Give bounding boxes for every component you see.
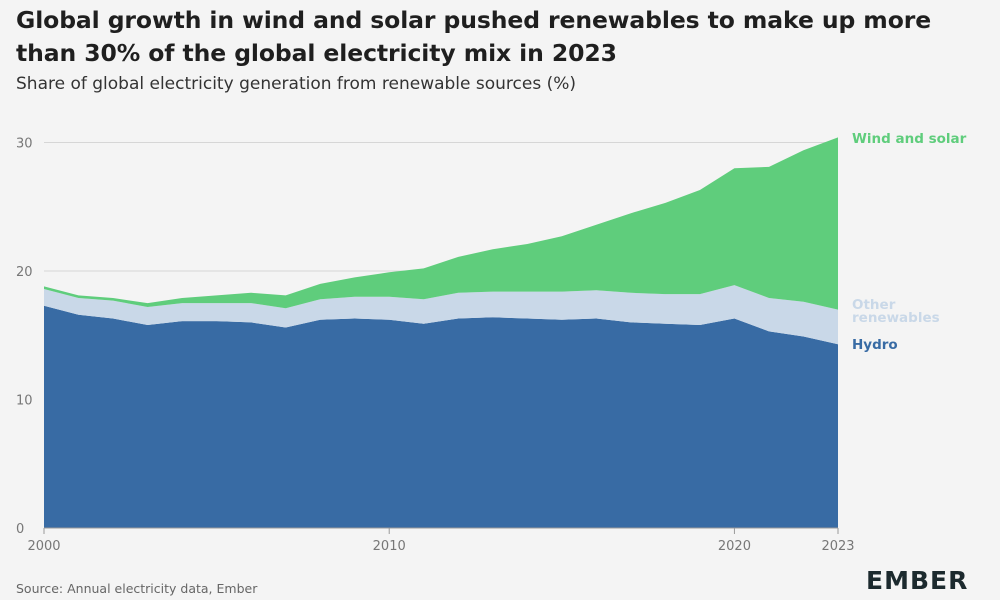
area-wind-and-solar xyxy=(44,137,838,310)
x-tick-label: 2000 xyxy=(27,539,60,554)
series-label-hydro: Hydro xyxy=(852,337,898,353)
source-note: Source: Annual electricity data, Ember xyxy=(16,581,258,596)
axes: 0 10 20 30 2000 2010 2020 2023 xyxy=(16,137,855,555)
chart-subtitle: Share of global electricity generation f… xyxy=(16,74,577,94)
x-tick-label: 2010 xyxy=(373,539,406,554)
chart-title: Global growth in wind and solar pushed r… xyxy=(16,6,932,67)
series-label-renewables: renewables xyxy=(852,310,940,326)
x-tick-label: 2023 xyxy=(821,539,854,554)
y-tick-label: 10 xyxy=(16,394,33,409)
series-label-other: Other xyxy=(852,297,896,313)
stacked-areas xyxy=(44,137,838,528)
y-tick-label: 30 xyxy=(16,137,33,152)
series-label-wind-and-solar: Wind and solar xyxy=(852,131,967,147)
area-hydro xyxy=(44,305,838,528)
area-other-renewables xyxy=(44,285,838,345)
y-tick-label: 20 xyxy=(16,265,33,280)
ember-logo: EMBER xyxy=(866,566,969,595)
x-tick-label: 2020 xyxy=(718,539,751,554)
y-tick-label: 0 xyxy=(16,522,24,537)
